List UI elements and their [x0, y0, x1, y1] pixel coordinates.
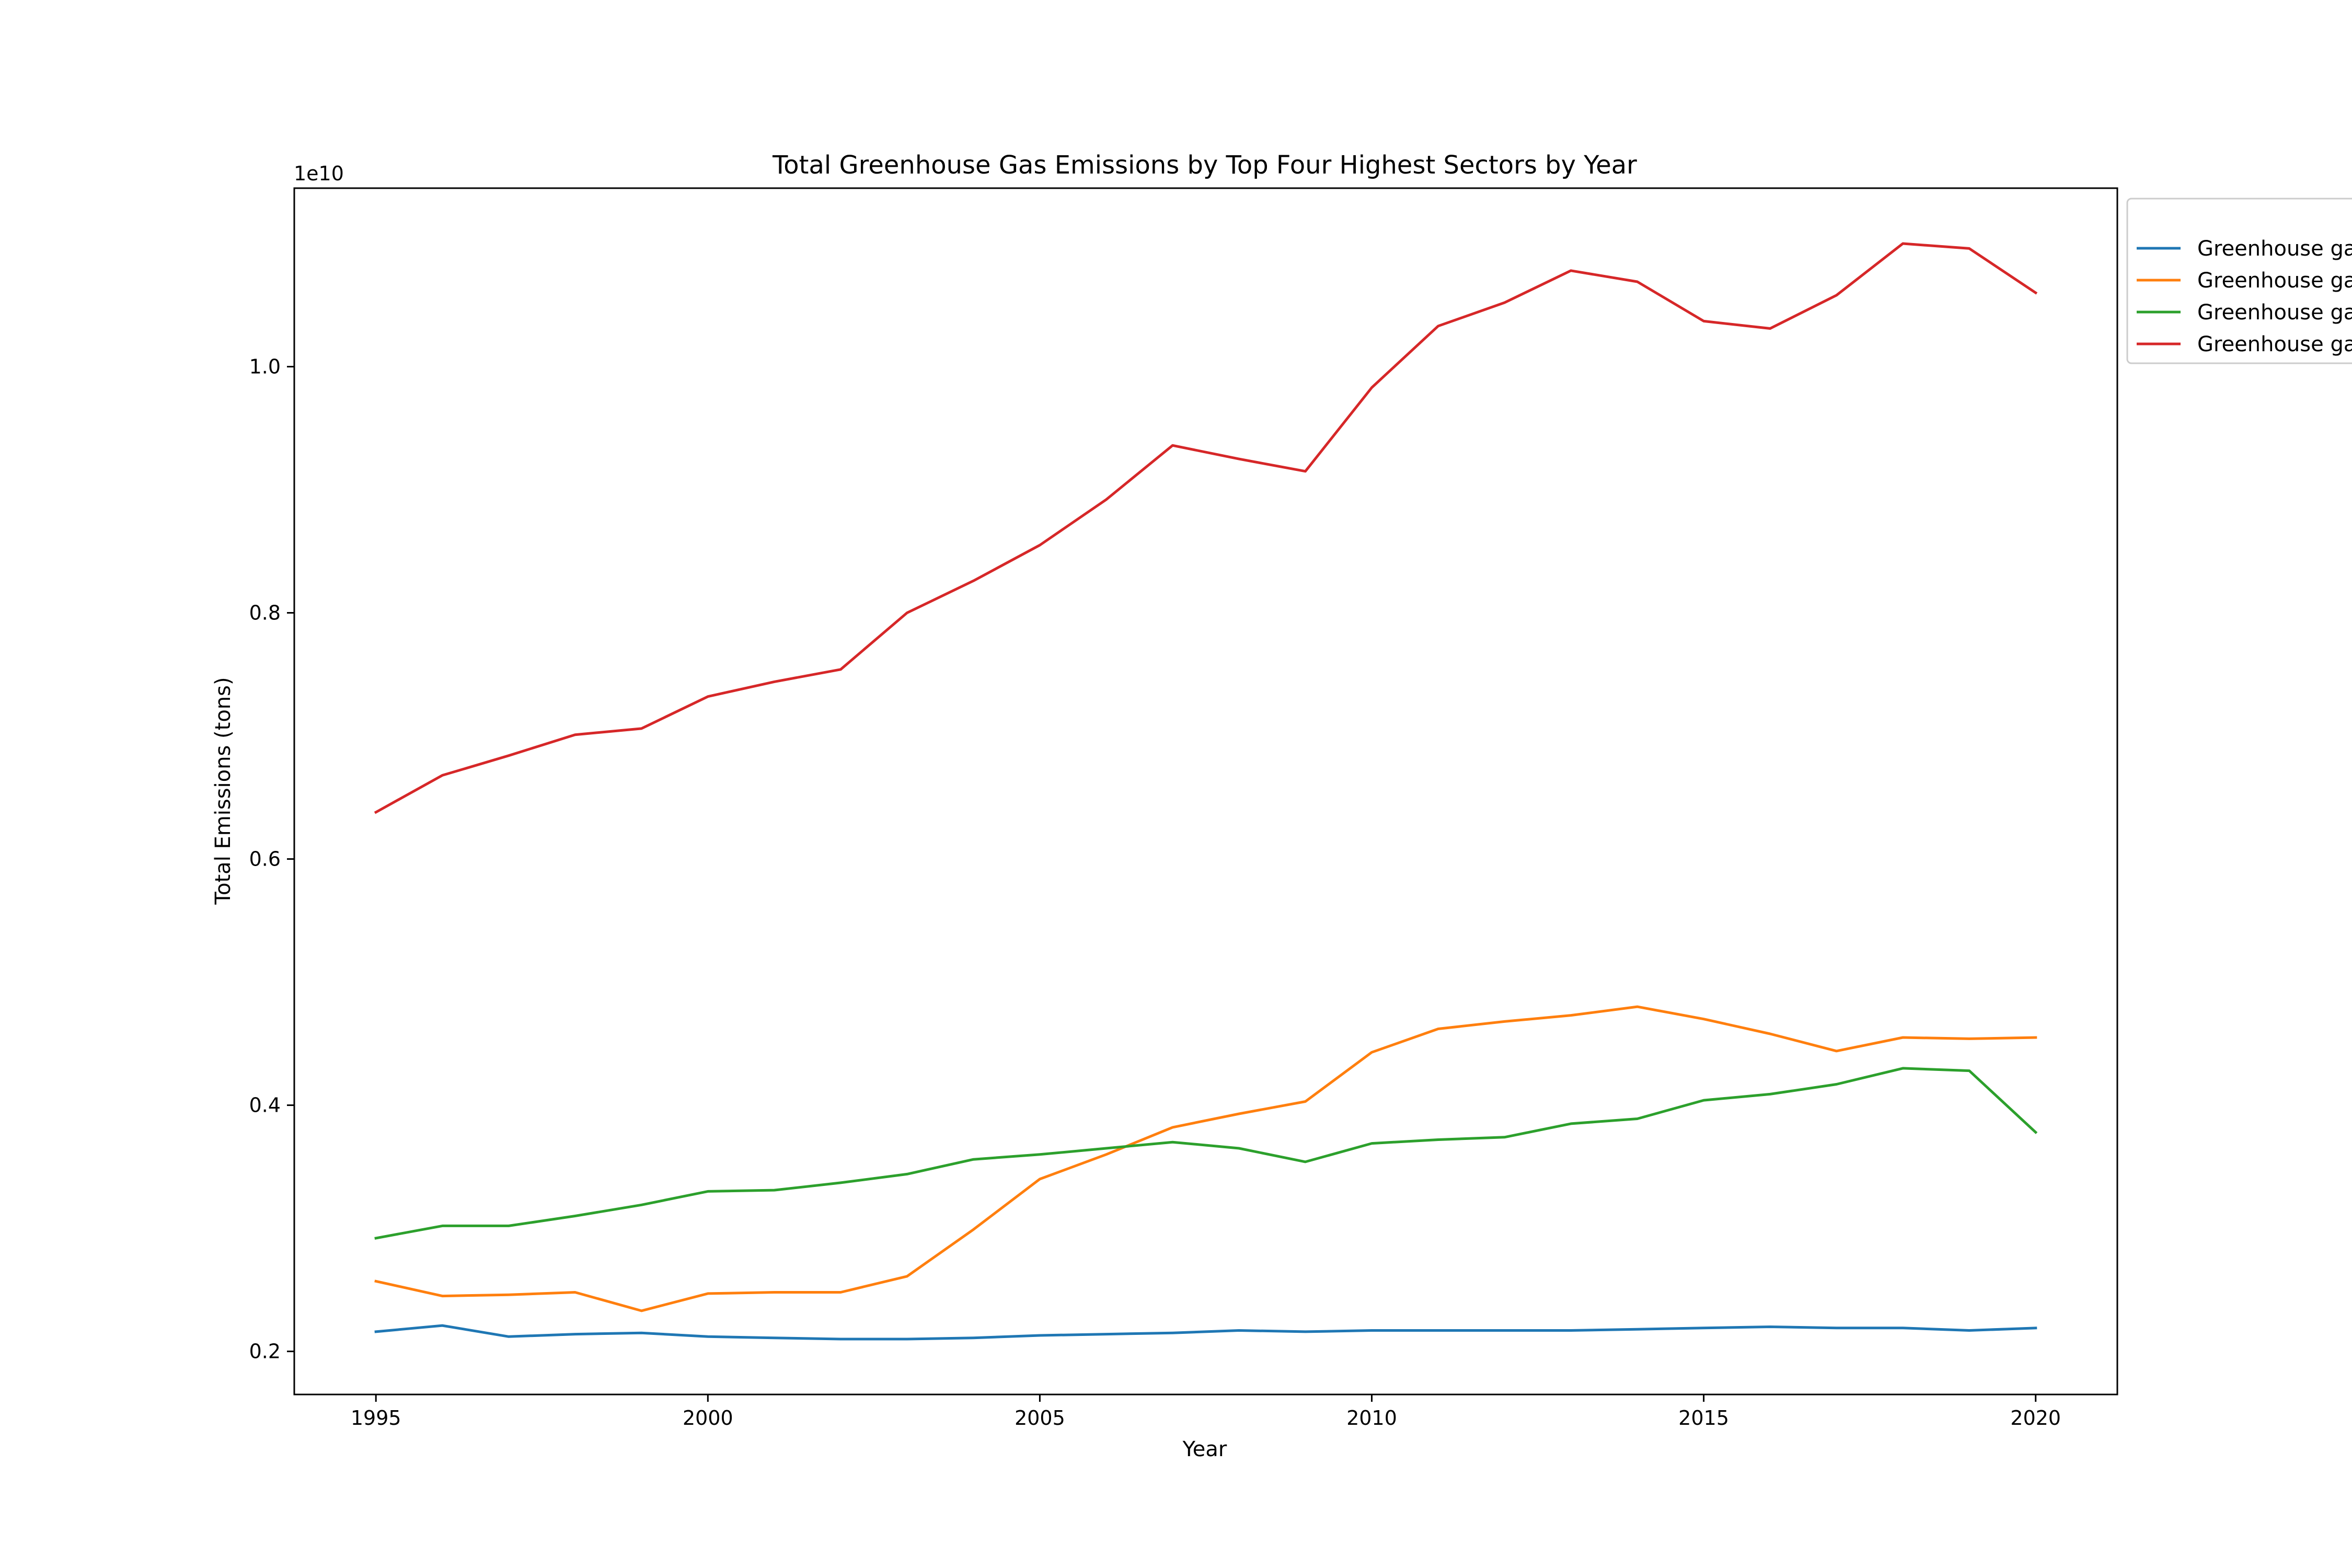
x-tick-label: 2015 — [1678, 1406, 1729, 1429]
y-axis-label: Total Emissions (tons) — [211, 677, 235, 905]
y-tick-label: 0.2 — [249, 1340, 281, 1363]
y-offset-label: 1e10 — [294, 162, 344, 185]
legend-label-3: Greenhouse ga — [2197, 301, 2352, 325]
series-line-3 — [374, 1067, 2038, 1240]
plot-frame — [293, 187, 2118, 1396]
legend: Greenhouse ga Greenhouse ga Greenhouse ga G… — [2126, 198, 2352, 364]
series-line-4 — [374, 242, 2038, 814]
x-tick-label: 2010 — [1346, 1406, 1397, 1429]
legend-label-1: Greenhouse ga — [2197, 237, 2352, 261]
legend-frame — [2126, 198, 2352, 364]
plot-series — [374, 242, 2038, 1341]
x-tick-label: 2020 — [2010, 1406, 2061, 1429]
chart-title: Total Greenhouse Gas Emissions by Top Fo… — [772, 151, 1637, 180]
y-tick-label: 0.6 — [249, 848, 281, 871]
y-tick-label: 0.8 — [249, 602, 281, 625]
y-tick-label: 0.4 — [249, 1094, 281, 1117]
x-tick-label: 2000 — [683, 1406, 733, 1429]
legend-label-4: Greenhouse ga — [2197, 332, 2352, 356]
x-tick-label: 1995 — [351, 1406, 401, 1429]
series-line-1 — [374, 1324, 2037, 1341]
legend-label-2: Greenhouse ga — [2197, 269, 2352, 293]
legend-entries: Greenhouse ga Greenhouse ga Greenhouse ga G… — [2137, 237, 2352, 356]
y-tick-label: 1.0 — [249, 355, 281, 378]
x-axis-label: Year — [1182, 1437, 1227, 1461]
axis-ticks: 1995 2000 2005 2010 2015 2020 0.2 0.4 0.6 0.8 1.0 — [249, 355, 2061, 1429]
x-tick-label: 2005 — [1014, 1406, 1065, 1429]
series-line-2 — [374, 1005, 2037, 1312]
